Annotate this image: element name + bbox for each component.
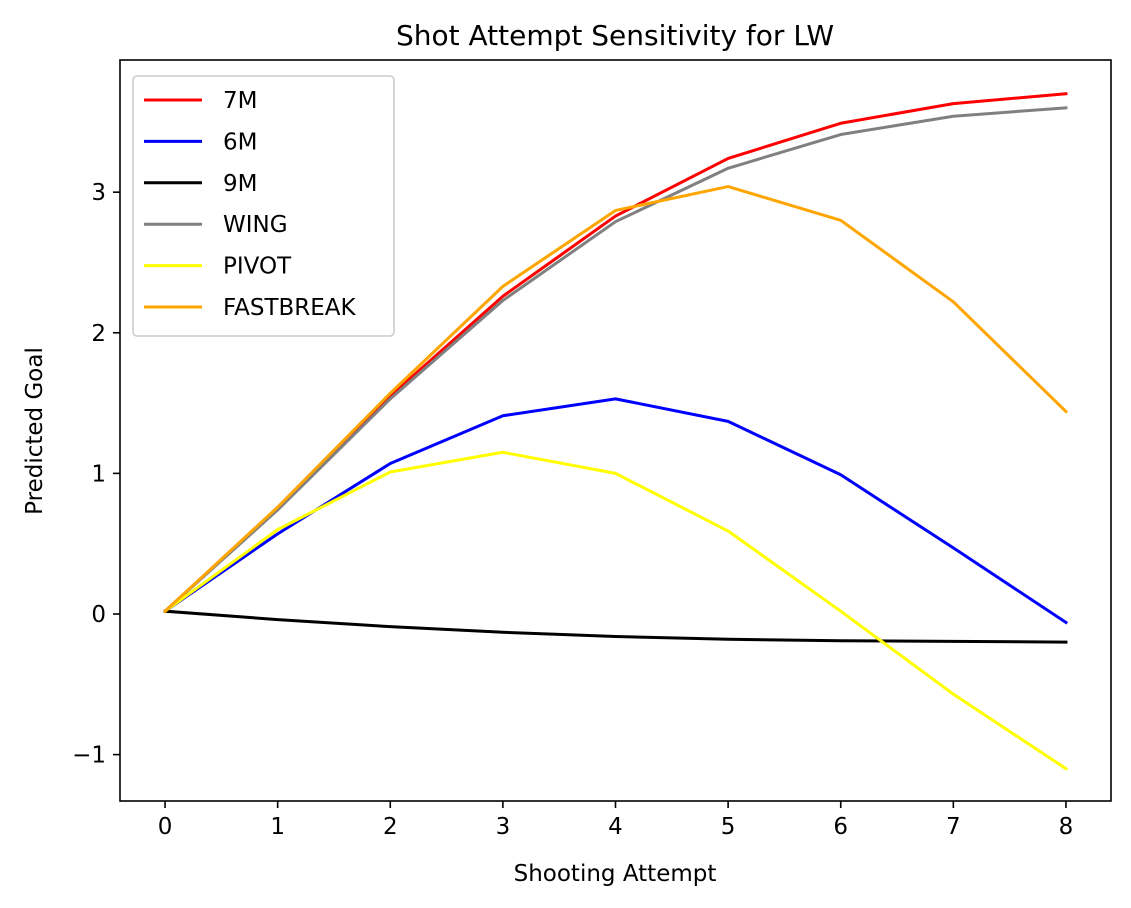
legend-label-6m: 6M [223, 129, 257, 155]
x-tick-label: 6 [833, 814, 848, 840]
x-axis-ticks: 0 1 2 3 4 5 6 7 8 [158, 801, 1074, 840]
legend-label-7m: 7M [223, 88, 257, 114]
y-tick-label: 1 [91, 461, 106, 487]
legend-label-fastbreak: FASTBREAK [223, 295, 357, 321]
x-tick-label: 1 [270, 814, 285, 840]
legend-label-9m: 9M [223, 171, 257, 197]
y-axis-label: Predicted Goal [22, 347, 48, 515]
y-tick-label: 0 [91, 602, 106, 628]
series-line-9m [163, 609, 1068, 644]
legend-label-wing: WING [223, 212, 288, 238]
x-tick-label: 5 [721, 814, 736, 840]
series-layer [162, 92, 1069, 771]
x-tick-label: 4 [608, 814, 623, 840]
y-tick-label: 3 [91, 180, 106, 206]
x-axis-label: Shooting Attempt [514, 861, 717, 887]
y-tick-label: 2 [91, 321, 106, 347]
series-line-fastbreak [162, 185, 1069, 614]
x-tick-label: 7 [946, 814, 961, 840]
x-tick-label: 8 [1059, 814, 1074, 840]
x-tick-label: 3 [496, 814, 511, 840]
chart-title: Shot Attempt Sensitivity for LW [396, 19, 834, 52]
legend-label-pivot: PIVOT [223, 254, 292, 280]
x-tick-label: 0 [158, 814, 173, 840]
x-tick-label: 2 [383, 814, 398, 840]
y-tick-label: −1 [72, 743, 106, 769]
y-axis-ticks: −1 0 1 2 3 [72, 180, 120, 769]
series-line-wing [162, 106, 1068, 614]
legend: 7M 6M 9M WING PIVOT FASTBREAK [132, 75, 395, 337]
series-line-pivot [162, 450, 1069, 771]
